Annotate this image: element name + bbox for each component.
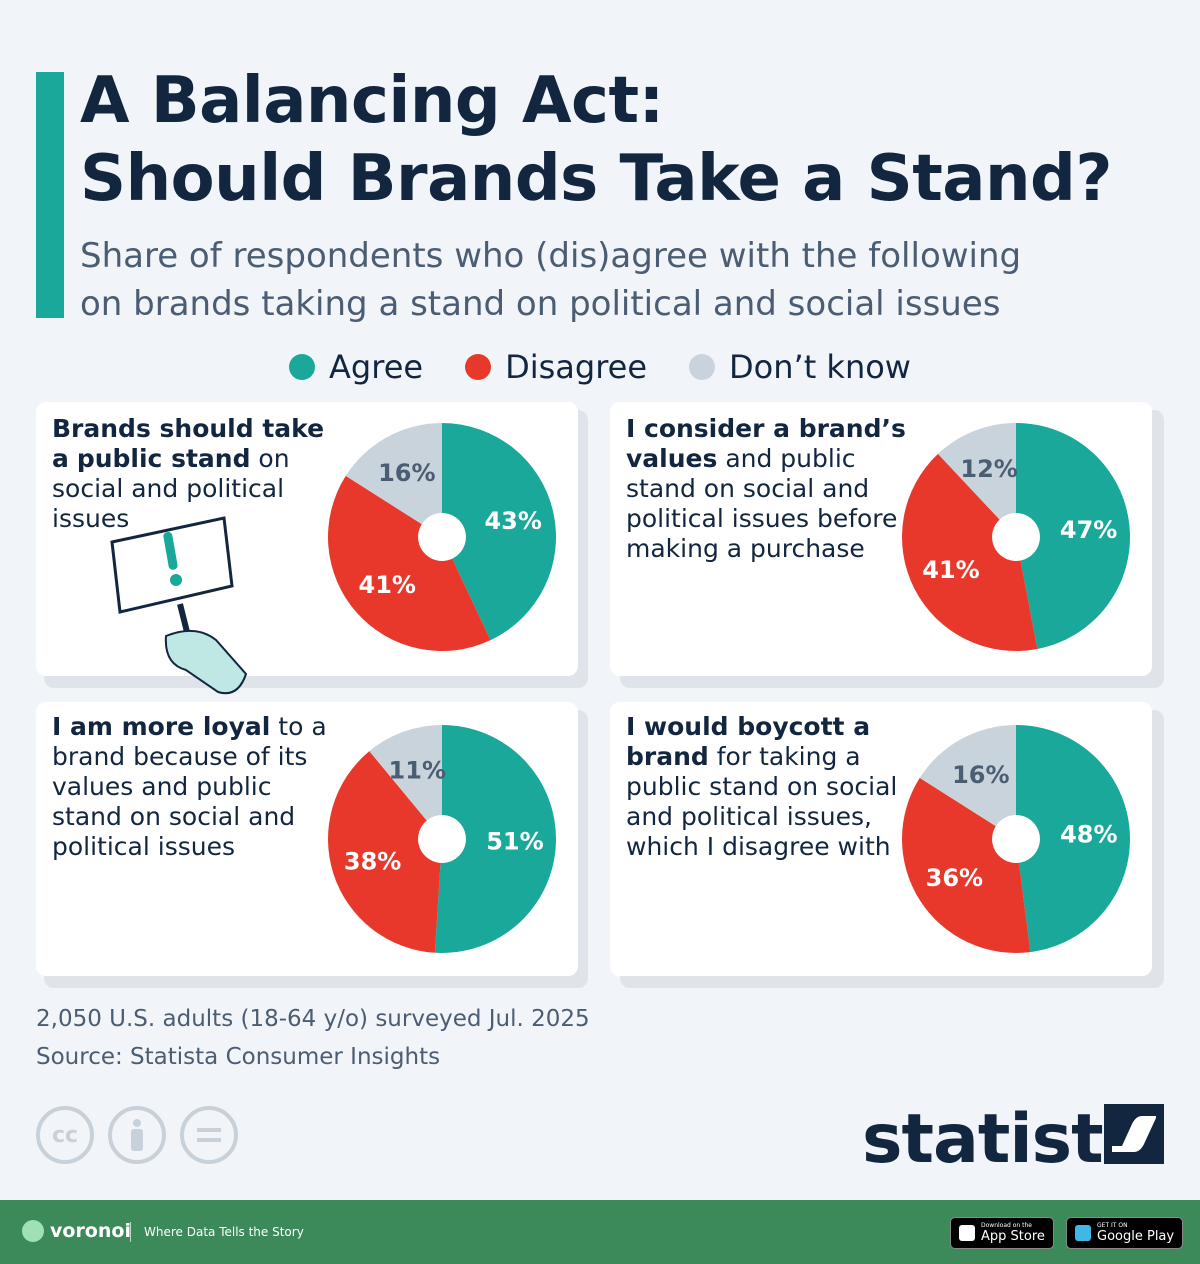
card-brands-take-stand: Brands should take a public stand on soc… (36, 402, 578, 695)
pie-slice-agree (1016, 423, 1130, 649)
no-derivatives-icon (180, 1106, 238, 1164)
pie-data-label: 38% (344, 848, 401, 876)
pie-data-label: 16% (952, 761, 1009, 789)
statement-bold: public stand (76, 444, 251, 473)
source-note: Source: Statista Consumer Insights (36, 1044, 441, 1070)
legend-swatch-disagree (465, 354, 492, 380)
pie-data-label: 43% (484, 507, 541, 535)
statement-bold: I consider a brand’s (626, 414, 906, 443)
apple-icon (959, 1225, 975, 1241)
pie-slice-disagree (327, 475, 491, 651)
pie-data-label: 16% (378, 459, 435, 487)
page-subtitle: Share of respondents who (dis)agree with… (80, 232, 1180, 328)
cc-icon: cc (36, 1106, 94, 1164)
footnote: 2,050 U.S. adults (18-64 y/o) surveyed J… (36, 1000, 590, 1076)
pie-slice-don-t-know (937, 423, 1016, 537)
accent-bar (36, 72, 64, 318)
card-boycott: I would boycott a brand for taking a pub… (610, 702, 1152, 976)
pie-slice-agree (434, 725, 556, 953)
pie-slice-don-t-know (345, 423, 442, 537)
pie-center-hole (418, 815, 466, 863)
pie-data-label: 47% (1060, 516, 1117, 544)
pie-center-hole (992, 815, 1040, 863)
pie-slice-agree (1016, 725, 1131, 953)
divider (130, 1222, 131, 1242)
legend-item-disagree: Disagree (465, 348, 647, 386)
survey-note: 2,050 U.S. adults (18-64 y/o) surveyed J… (36, 1006, 590, 1032)
statement-bold: values (626, 444, 718, 473)
app-store-small: Download on the (981, 1222, 1032, 1229)
pie-chart: 48% 36% 16% (902, 725, 1131, 953)
google-play-small: GET IT ON (1097, 1222, 1128, 1229)
legend-label-dont-know: Don’t know (729, 348, 911, 386)
legend-item-dont-know: Don’t know (689, 348, 911, 386)
card-more-loyal: I am more loyal to a brand because of it… (36, 702, 578, 976)
pie-chart: 51% 38% 11% (328, 725, 556, 953)
statement-bold: Brands should take a (52, 414, 325, 473)
legend-label-disagree: Disagree (505, 348, 648, 386)
google-play-label: Google Play (1097, 1229, 1175, 1244)
legend-swatch-agree (289, 354, 316, 380)
voronoi-label: voronoi (50, 1220, 131, 1242)
pie-slice-disagree (902, 777, 1031, 953)
pie-data-label: 48% (1060, 820, 1117, 848)
statista-logo[interactable]: statista (862, 1100, 1149, 1179)
pie-slice-disagree (902, 453, 1038, 651)
page-title: A Balancing Act: Should Brands Take a St… (80, 62, 1180, 218)
legend: Agree Disagree Don’t know (0, 348, 1200, 386)
app-store-button[interactable]: Download on the App Store (950, 1217, 1054, 1249)
legend-swatch-dont-know (689, 354, 716, 380)
title-line-1: A Balancing Act: (80, 64, 664, 138)
pie-slice-disagree (328, 751, 442, 953)
pie-slice-agree (442, 423, 556, 641)
statement-text: on social and political issues (52, 444, 290, 533)
statement-bold: I would boycott a (626, 712, 871, 741)
legend-label-agree: Agree (329, 348, 424, 386)
card-brand-values-purchase: I consider a brand’s values and public s… (610, 402, 1152, 676)
card-statement: I consider a brand’s values and public s… (626, 414, 906, 564)
tagline: Where Data Tells the Story (144, 1225, 304, 1239)
pie-slice-don-t-know (369, 725, 442, 839)
statement-text: for taking a public stand on social and … (626, 742, 898, 861)
pie-data-label: 11% (389, 756, 446, 784)
statement-text: to a brand because of its values and pub… (52, 712, 327, 861)
pie-chart: 47% 41% 12% (902, 423, 1130, 651)
legend-item-agree: Agree (289, 348, 423, 386)
license-icons: cc (36, 1106, 238, 1164)
card-statement: I am more loyal to a brand because of it… (52, 712, 332, 862)
voronoi-icon (22, 1220, 44, 1242)
pie-data-label: 41% (922, 556, 979, 584)
subtitle-line-2: on brands taking a stand on political an… (80, 284, 1001, 324)
pie-center-hole (992, 513, 1040, 561)
subtitle-line-1: Share of respondents who (dis)agree with… (80, 236, 1022, 276)
statement-bold: brand (626, 742, 709, 771)
pie-data-label: 12% (960, 455, 1017, 483)
statement-text: and public stand on social and political… (626, 444, 898, 563)
statement-bold: I am more loyal (52, 712, 271, 741)
pie-slice-don-t-know (919, 725, 1016, 839)
google-play-button[interactable]: GET IT ON Google Play (1066, 1217, 1184, 1249)
card-statement: Brands should take a public stand on soc… (52, 414, 342, 534)
attribution-icon (108, 1106, 166, 1164)
voronoi-logo[interactable]: voronoi (22, 1220, 131, 1242)
pie-data-label: 36% (926, 864, 983, 892)
pie-chart: 43% 41% 16% (327, 423, 556, 651)
pie-data-label: 41% (359, 571, 416, 599)
google-play-icon (1075, 1225, 1091, 1241)
app-store-label: App Store (981, 1229, 1045, 1244)
card-statement: I would boycott a brand for taking a pub… (626, 712, 906, 862)
statista-logo-mark-icon (1104, 1104, 1164, 1164)
pie-data-label: 51% (486, 827, 543, 855)
protest-sign-illustration (110, 516, 248, 695)
pie-center-hole (418, 513, 466, 561)
title-line-2: Should Brands Take a Stand? (80, 142, 1112, 216)
